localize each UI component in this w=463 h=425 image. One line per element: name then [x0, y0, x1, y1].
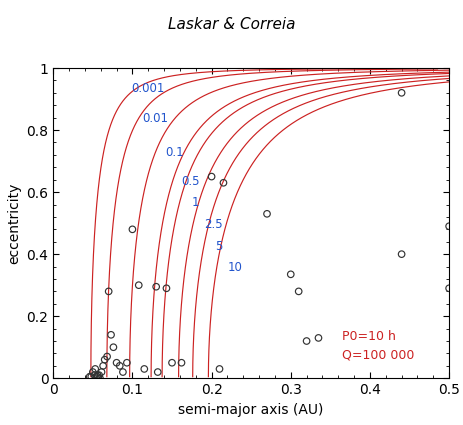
Point	[88, 373, 95, 380]
Point	[110, 344, 117, 351]
Text: Q=100 000: Q=100 000	[342, 348, 414, 362]
Point	[93, 373, 100, 380]
Text: 0.1: 0.1	[166, 146, 184, 159]
Point	[98, 368, 105, 375]
Point	[303, 337, 310, 344]
Point	[86, 373, 94, 380]
Text: 0.001: 0.001	[131, 82, 164, 95]
Point	[113, 360, 120, 366]
Point	[208, 173, 215, 180]
Point	[152, 283, 160, 290]
Point	[135, 282, 143, 289]
Point	[107, 332, 115, 338]
Point	[141, 366, 148, 372]
Text: P0=10 h: P0=10 h	[342, 330, 396, 343]
Point	[94, 372, 101, 379]
Point	[89, 368, 97, 375]
Point	[101, 356, 108, 363]
Point	[169, 360, 176, 366]
Text: 1: 1	[192, 196, 199, 209]
Text: 5: 5	[216, 240, 223, 253]
Point	[398, 251, 405, 258]
Text: 2.5: 2.5	[204, 218, 222, 231]
Point	[92, 375, 100, 382]
Point	[103, 353, 111, 360]
Point	[315, 334, 322, 341]
Point	[178, 360, 185, 366]
Point	[295, 288, 302, 295]
Y-axis label: eccentricity: eccentricity	[7, 182, 21, 264]
Text: 0.01: 0.01	[142, 112, 168, 125]
Point	[398, 89, 405, 96]
Point	[105, 288, 113, 295]
Point	[119, 368, 126, 375]
Point	[220, 179, 227, 186]
Point	[445, 223, 453, 230]
Point	[92, 366, 99, 372]
Point	[287, 271, 294, 278]
Point	[163, 285, 170, 292]
Point	[263, 210, 271, 217]
Point	[116, 363, 124, 369]
X-axis label: semi-major axis (AU): semi-major axis (AU)	[179, 402, 324, 416]
Point	[95, 372, 103, 379]
Point	[91, 372, 98, 379]
Point	[123, 360, 131, 366]
Text: 0.5: 0.5	[181, 175, 200, 188]
Text: 10: 10	[227, 261, 242, 274]
Text: Laskar & Correia: Laskar & Correia	[168, 17, 295, 32]
Point	[154, 368, 162, 375]
Point	[129, 226, 136, 233]
Point	[96, 375, 104, 382]
Point	[445, 285, 453, 292]
Point	[216, 366, 223, 372]
Point	[100, 363, 107, 369]
